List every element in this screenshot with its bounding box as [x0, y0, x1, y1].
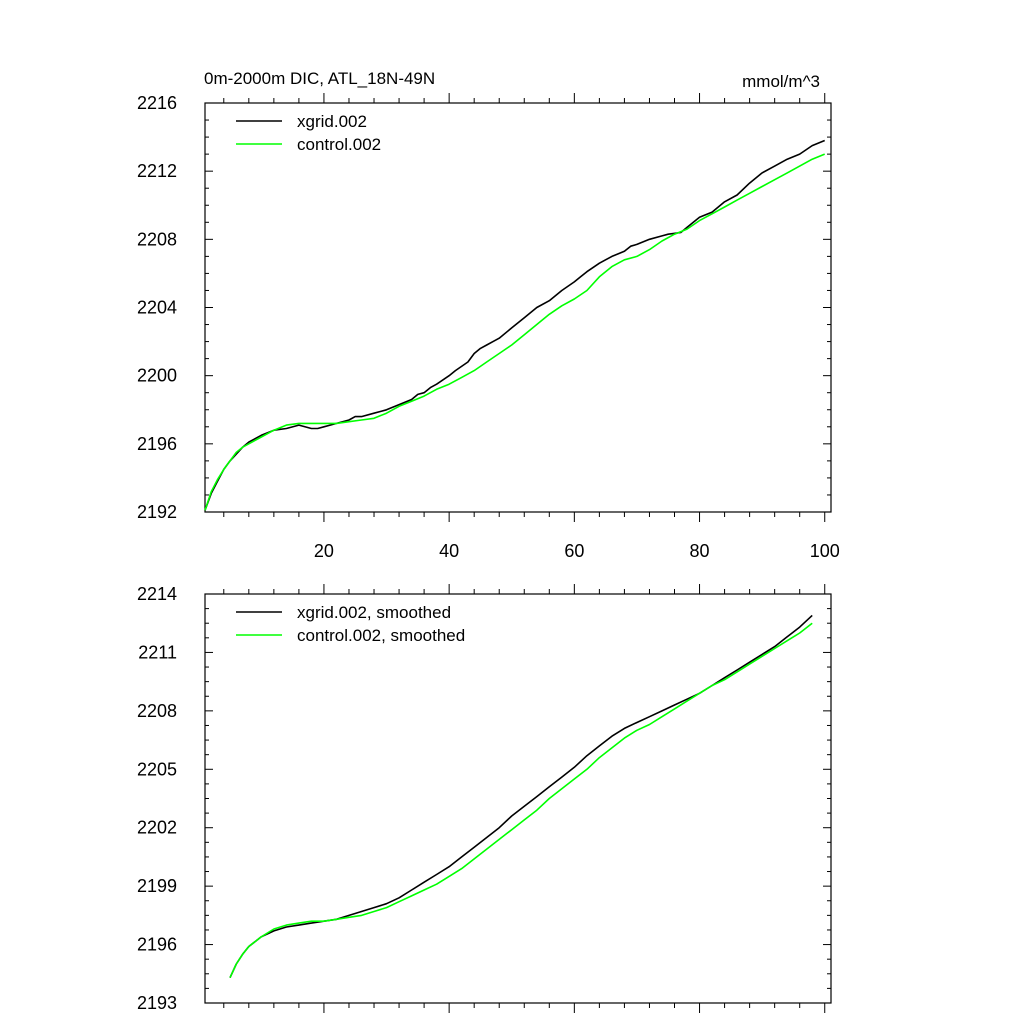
x-tick-label: 20 [314, 541, 334, 561]
legend-label-xgrid-smoothed: xgrid.002, smoothed [297, 603, 451, 622]
top-chart: 0m-2000m DIC, ATL_18N-49N mmol/m^3 21922… [137, 69, 840, 561]
y-tick-label: 2196 [137, 935, 177, 955]
chart-title: 0m-2000m DIC, ATL_18N-49N [204, 69, 435, 88]
y-tick-label: 2214 [137, 584, 177, 604]
series-line-control [204, 153, 826, 511]
series-group [204, 139, 826, 511]
bottom-chart: 2193 2196 2199 2202 2205 2208 2211 2214 xgrid.0… [137, 584, 832, 1013]
legend-label-xgrid: xgrid.002 [297, 112, 367, 131]
y-tick-label: 2204 [137, 298, 177, 318]
axis-ticks: 2193 2196 2199 2202 2205 2208 2211 2214 [137, 584, 831, 1013]
x-tick-label: 100 [810, 541, 840, 561]
y-tick-label: 2208 [137, 701, 177, 721]
y-tick-label: 2211 [138, 642, 177, 662]
series-line-xgrid [204, 139, 826, 511]
y-tick-label: 2202 [137, 818, 177, 838]
chart-units: mmol/m^3 [742, 72, 820, 91]
y-tick-label: 2200 [137, 366, 177, 386]
y-tick-label: 2192 [137, 502, 177, 522]
y-tick-label: 2205 [137, 759, 177, 779]
y-tick-label: 2212 [137, 161, 177, 181]
series-group [229, 614, 813, 979]
x-tick-label: 80 [690, 541, 710, 561]
legend: xgrid.002, smoothed control.002, smoothe… [236, 603, 465, 645]
series-line-control [229, 622, 813, 979]
y-tick-label: 2199 [137, 876, 177, 896]
y-tick-label: 2208 [137, 229, 177, 249]
legend-label-control-smoothed: control.002, smoothed [297, 626, 465, 645]
axis-ticks: 2192 2196 2200 2204 2208 2212 2216 20 40 60 80 100 [137, 93, 840, 561]
legend: xgrid.002 control.002 [236, 112, 381, 154]
legend-label-control: control.002 [297, 135, 381, 154]
x-tick-label: 60 [564, 541, 584, 561]
y-tick-label: 2196 [137, 434, 177, 454]
y-tick-label: 2193 [137, 993, 177, 1013]
x-tick-label: 40 [439, 541, 459, 561]
y-tick-label: 2216 [137, 93, 177, 113]
